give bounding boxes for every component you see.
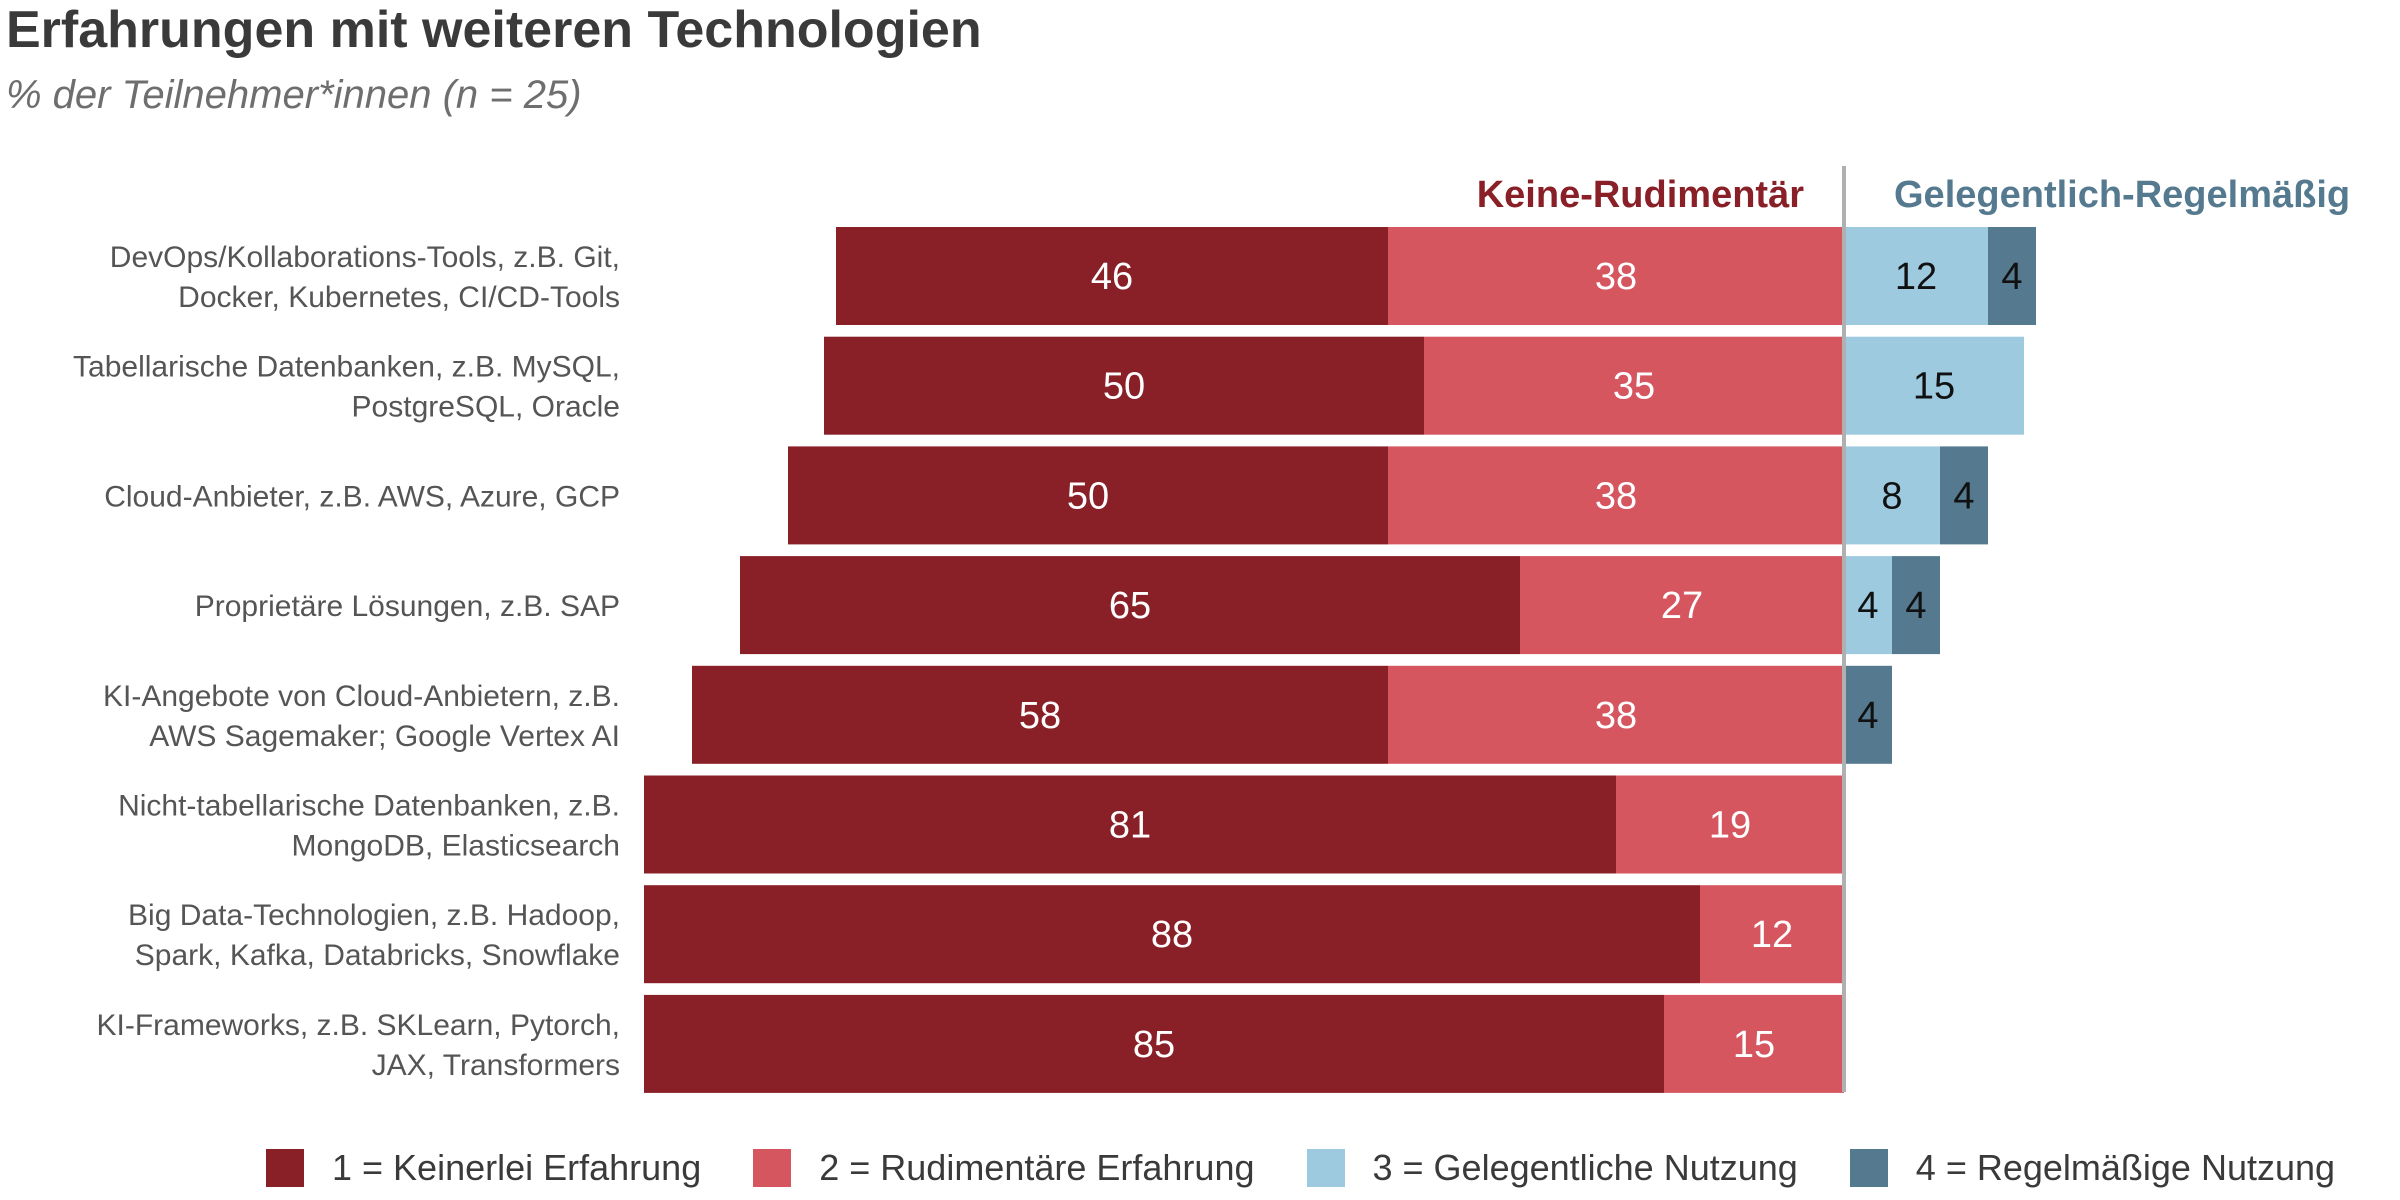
bar-segment [1388, 446, 1844, 545]
chart-canvas: Keine-Rudimentär Gelegentlich-Regelmäßig D… [73, 166, 2350, 1093]
legend-swatch [266, 1149, 304, 1187]
category-label: Big Data-Technologien, z.B. Hadoop, Spark… [128, 899, 620, 972]
data-label: 4 [2001, 256, 2022, 298]
chart-title: Erfahrungen mit weiteren Technologien [6, 1, 982, 59]
data-label: 85 [1133, 1024, 1175, 1066]
legend-label: 1 = Keinerlei Erfahrung [332, 1147, 702, 1188]
bar-segment [1844, 336, 2024, 435]
legend-item: 1 = Keinerlei Erfahrung [266, 1147, 701, 1189]
legend-swatch [753, 1149, 792, 1187]
bar-segment [1664, 994, 1844, 1093]
data-label: 58 [1019, 695, 1061, 737]
legend-label: 3 = Gelegentliche Nutzung [1372, 1147, 1798, 1188]
group-label-right: Gelegentlich-Regelmäßig [1894, 174, 2350, 216]
bar-segment [836, 227, 1388, 325]
data-label: 12 [1751, 914, 1793, 956]
bar-segment [1616, 775, 1844, 874]
legend: 1 = Keinerlei Erfahrung 2 = Rudimentäre E… [266, 1138, 2387, 1198]
category-label: Proprietäre Lösungen, z.B. SAP [195, 590, 620, 623]
legend-item: 2 = Rudimentäre Erfahrung [753, 1147, 1255, 1189]
category-label: KI-Angebote von Cloud-Anbietern, z.B. AWS… [103, 680, 620, 753]
bar-segment [644, 994, 1664, 1093]
category-label: DevOps/Kollaborations-Tools, z.B. Git, Do… [110, 241, 620, 314]
bar-segment [1700, 885, 1844, 984]
category-label: Tabellarische Datenbanken, z.B. MySQL, Po… [73, 351, 620, 424]
bar-segment [1940, 446, 1988, 545]
data-label: 38 [1595, 695, 1637, 737]
data-label: 50 [1067, 475, 1109, 517]
data-label: 81 [1109, 805, 1151, 847]
data-label: 27 [1661, 585, 1703, 627]
bar-segment [644, 775, 1616, 874]
bar-segment [824, 336, 1424, 435]
bar-segment [740, 556, 1520, 655]
data-label: 4 [1857, 585, 1878, 627]
bar-segment [1988, 227, 2036, 325]
data-label: 35 [1613, 366, 1655, 408]
legend-label: 4 = Regelmäßige Nutzung [1915, 1147, 2336, 1188]
data-label: 4 [1857, 695, 1878, 737]
bar-segment [1844, 446, 1940, 545]
data-label: 8 [1881, 475, 1902, 517]
bar-segment [1892, 556, 1940, 655]
legend-item: 3 = Gelegentliche Nutzung [1306, 1147, 1798, 1189]
bar-segment [1844, 227, 1988, 325]
bar-segment [788, 446, 1388, 545]
data-label: 38 [1595, 256, 1637, 298]
legend-swatch [1306, 1149, 1345, 1187]
data-label: 4 [1905, 585, 1926, 627]
bar-segment [1424, 336, 1844, 435]
bar-segment [1520, 556, 1844, 655]
data-label: 15 [1913, 366, 1955, 408]
bar-segment [1388, 665, 1844, 764]
legend-swatch [1849, 1149, 1888, 1187]
group-label-left: Keine-Rudimentär [1477, 174, 1804, 216]
data-label: 50 [1103, 366, 1145, 408]
bar-segment [1844, 665, 1892, 764]
data-label: 65 [1109, 585, 1151, 627]
data-label: 4 [1953, 475, 1974, 517]
data-label: 46 [1091, 256, 1133, 298]
data-label: 15 [1733, 1024, 1775, 1066]
data-label: 19 [1709, 805, 1751, 847]
data-label: 88 [1151, 914, 1193, 956]
bar-segment [692, 665, 1388, 764]
bar-segment [644, 885, 1700, 984]
category-label: KI-Frameworks, z.B. SKLearn, Pytorch, JAX… [97, 1009, 621, 1082]
category-label: Nicht-tabellarische Datenbanken, z.B. Mon… [118, 790, 620, 863]
chart-subtitle: % der Teilnehmer*innen (n = 25) [6, 73, 582, 117]
data-label: 12 [1895, 256, 1937, 298]
bar-segment [1388, 227, 1844, 325]
legend-label: 2 = Rudimentäre Erfahrung [819, 1147, 1255, 1188]
bar-segment [1844, 556, 1892, 655]
data-label: 38 [1595, 475, 1637, 517]
category-label: Cloud-Anbieter, z.B. AWS, Azure, GCP [104, 480, 620, 513]
legend-item: 4 = Regelmäßige Nutzung [1849, 1147, 2336, 1189]
